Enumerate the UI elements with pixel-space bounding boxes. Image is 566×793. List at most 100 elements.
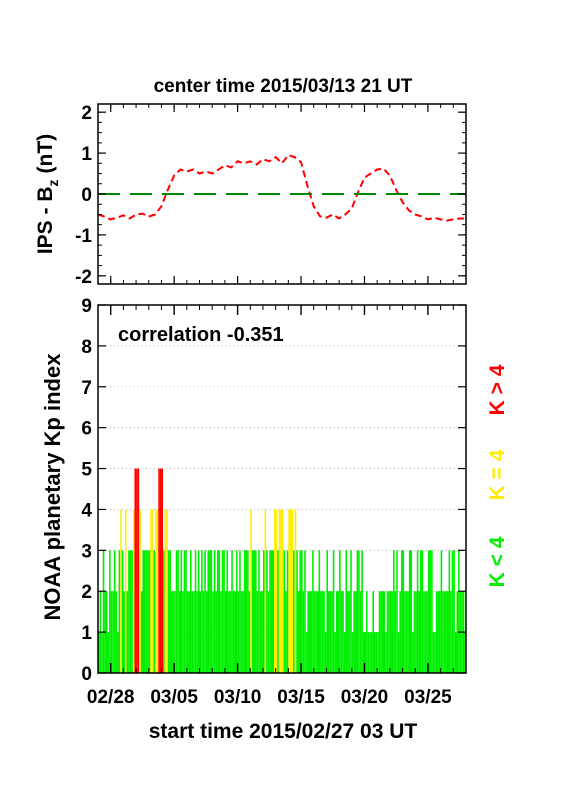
kp-bar: [331, 591, 333, 673]
kp-bar: [410, 550, 413, 673]
kp-bar: [372, 591, 374, 673]
kp-bar: [261, 591, 263, 673]
kp-bar: [180, 550, 183, 673]
kp-y-tick-label: 8: [81, 337, 92, 358]
kp-bar: [388, 591, 390, 673]
kp-y-tick-label: 7: [81, 378, 92, 399]
kp-bar: [197, 550, 200, 673]
kp-bar: [210, 550, 213, 673]
kp-y-tick-label: 6: [81, 419, 92, 440]
kp-bar: [201, 550, 203, 673]
bz-series-line: [97, 153, 466, 222]
kp-bar: [448, 550, 451, 673]
bz-y-tick-label: 0: [81, 185, 92, 206]
kp-bar: [350, 550, 352, 673]
legend-k-gt-4: K > 4: [486, 364, 509, 415]
kp-bar: [445, 591, 447, 673]
kp-bar: [347, 591, 349, 673]
kp-bar: [124, 509, 127, 673]
kp-bar: [377, 632, 379, 673]
kp-bar: [153, 550, 156, 673]
kp-bar: [405, 591, 408, 673]
kp-bar: [209, 550, 211, 673]
kp-bar: [194, 550, 197, 673]
kp-x-axis-label: start time 2015/02/27 03 UT: [149, 720, 418, 743]
kp-bar: [369, 632, 371, 673]
kp-x-tick-label: 03/20: [341, 687, 389, 708]
kp-y-tick-label: 1: [81, 623, 92, 644]
kp-bar: [432, 632, 435, 673]
kp-bar: [267, 591, 270, 673]
kp-bar: [320, 591, 322, 673]
kp-bar: [450, 591, 452, 673]
kp-bar: [383, 591, 386, 673]
kp-plot-frame: [97, 304, 467, 674]
kp-bar: [239, 550, 241, 673]
kp-bar: [289, 509, 292, 673]
kp-bar: [312, 550, 314, 673]
kp-bar: [285, 591, 287, 673]
kp-bar: [228, 591, 230, 673]
kp-bar: [415, 591, 417, 673]
kp-bar: [142, 550, 144, 673]
kp-x-tick-label: 03/05: [150, 687, 198, 708]
kp-bar: [223, 550, 225, 673]
kp-bar: [264, 509, 267, 673]
kp-bar: [191, 591, 194, 673]
kp-bar: [342, 591, 344, 673]
kp-bar: [248, 591, 251, 673]
kp-bar: [359, 591, 362, 673]
kp-bar: [123, 591, 125, 673]
bz-y-tick-label: 2: [81, 103, 92, 124]
kp-bar: [186, 591, 189, 673]
kp-bar: [348, 591, 351, 673]
kp-bar: [215, 591, 217, 673]
kp-bar: [177, 550, 179, 673]
kp-bar: [375, 632, 378, 673]
kp-bar: [416, 550, 419, 673]
kp-bar: [407, 591, 409, 673]
kp-bar: [169, 550, 171, 673]
kp-bar: [278, 509, 281, 673]
kp-bar: [126, 591, 129, 673]
kp-bar: [328, 591, 330, 673]
kp-bar: [339, 550, 341, 673]
kp-x-tick-label: 03/15: [277, 687, 325, 708]
kp-bar: [334, 632, 336, 673]
kp-bar: [147, 550, 149, 673]
kp-x-tick-label: 02/28: [87, 687, 135, 708]
kp-bar: [391, 591, 394, 673]
kp-bar: [182, 591, 184, 673]
kp-bar: [232, 591, 235, 673]
kp-y-tick-label: 0: [81, 664, 92, 685]
kp-bar: [161, 468, 164, 673]
kp-bar: [150, 509, 152, 673]
kp-bar: [109, 550, 111, 673]
kp-bar: [216, 550, 219, 673]
kp-bar: [139, 509, 141, 673]
kp-bar: [172, 591, 175, 673]
kp-bar: [337, 591, 340, 673]
kp-bar: [247, 550, 249, 673]
kp-bar: [188, 591, 190, 673]
kp-bar: [234, 591, 236, 673]
kp-bar: [137, 468, 140, 673]
kp-bar: [443, 591, 446, 673]
kp-bar: [293, 550, 295, 673]
kp-bar: [193, 591, 195, 673]
kp-bar: [386, 591, 389, 673]
kp-bar: [282, 509, 284, 673]
kp-x-tick-label: 03/10: [214, 687, 262, 708]
kp-bar: [113, 550, 116, 673]
kp-bar: [453, 550, 455, 673]
kp-y-tick-label: 9: [81, 296, 92, 317]
kp-bar: [132, 509, 135, 673]
kp-bar: [105, 591, 108, 673]
kp-bar: [310, 591, 313, 673]
kp-bar: [345, 550, 348, 673]
kp-bar: [439, 591, 441, 673]
kp-bar: [323, 591, 325, 673]
kp-bar: [131, 550, 133, 673]
bz-ylabel-main: IPS - B: [34, 186, 57, 254]
kp-bar: [366, 591, 368, 673]
